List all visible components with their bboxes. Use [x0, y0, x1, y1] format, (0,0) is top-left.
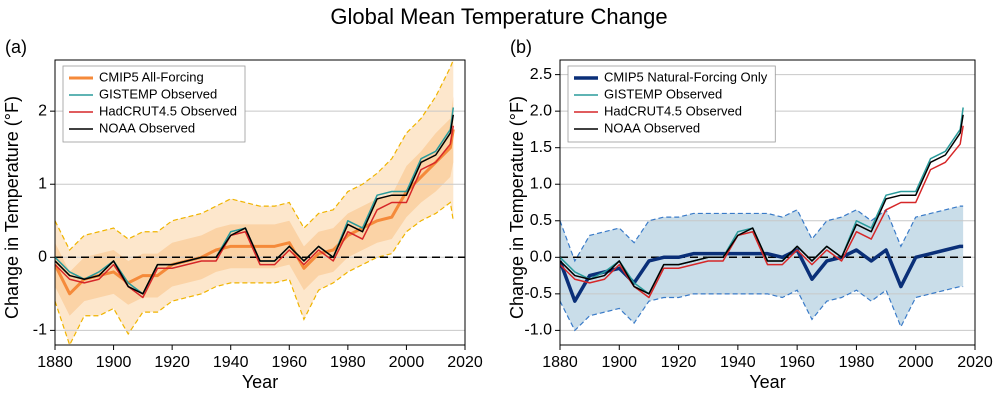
y-tick-label: -0.5: [524, 285, 552, 302]
legend-box: [62, 65, 246, 143]
y-axis-label: Change in Temperature (°F): [2, 96, 22, 319]
legend-label: NOAA Observed: [99, 120, 195, 135]
x-tick-label: 1980: [330, 354, 366, 371]
band-edge: [560, 205, 964, 263]
legend-label: HadCRUT4.5 Observed: [604, 103, 742, 118]
legend-label: NOAA Observed: [604, 120, 700, 135]
panel-label: (a): [5, 37, 27, 57]
x-tick-label: 2020: [957, 354, 993, 371]
x-tick-label: 2000: [389, 354, 425, 371]
band: [560, 206, 964, 331]
x-tick-label: 1920: [661, 354, 697, 371]
plot: [55, 60, 465, 345]
legend-label: GISTEMP Observed: [604, 86, 722, 101]
y-axis-label: Change in Temperature (°F): [507, 96, 527, 319]
legend-box: [567, 65, 776, 143]
figure-title: Global Mean Temperature Change: [330, 4, 667, 29]
x-axis-label: Year: [749, 372, 785, 392]
y-tick-label: 1.0: [530, 175, 552, 192]
x-tick-label: 1900: [601, 354, 637, 371]
y-tick-label: 1: [38, 175, 47, 192]
legend-label: CMIP5 Natural-Forcing Only: [604, 69, 768, 84]
band-edge: [55, 201, 454, 345]
y-tick-label: 1.5: [530, 139, 552, 156]
x-tick-label: 1960: [271, 354, 307, 371]
x-tick-label: 1940: [213, 354, 249, 371]
band-edge: [55, 60, 454, 252]
x-tick-label: 2000: [898, 354, 934, 371]
y-tick-label: 2.5: [530, 66, 552, 83]
y-tick-label: -1: [33, 322, 47, 339]
x-tick-label: 1960: [779, 354, 815, 371]
legend-label: HadCRUT4.5 Observed: [99, 103, 237, 118]
series-line: [55, 114, 455, 295]
x-tick-label: 1940: [720, 354, 756, 371]
series-line: [560, 114, 964, 295]
band-edge: [560, 285, 964, 332]
x-tick-label: 1880: [542, 354, 578, 371]
x-axis-label: Year: [242, 372, 278, 392]
legend-label: CMIP5 All-Forcing: [99, 69, 204, 84]
legend-label: GISTEMP Observed: [99, 86, 217, 101]
y-tick-label: 0: [38, 249, 47, 266]
y-tick-label: 0.5: [530, 212, 552, 229]
plot-frame: [54, 59, 466, 346]
y-tick-label: 2.0: [530, 102, 552, 119]
x-tick-label: 1920: [154, 354, 190, 371]
band: [55, 96, 454, 316]
x-tick-label: 2020: [447, 354, 483, 371]
x-tick-label: 1880: [37, 354, 73, 371]
y-tick-label: -1.0: [524, 322, 552, 339]
x-tick-label: 1980: [839, 354, 875, 371]
panel-label: (b): [510, 37, 532, 57]
y-tick-label: 0.0: [530, 249, 552, 266]
plot-frame: [559, 59, 976, 346]
x-tick-label: 1900: [96, 354, 132, 371]
y-tick-label: 2: [38, 102, 47, 119]
